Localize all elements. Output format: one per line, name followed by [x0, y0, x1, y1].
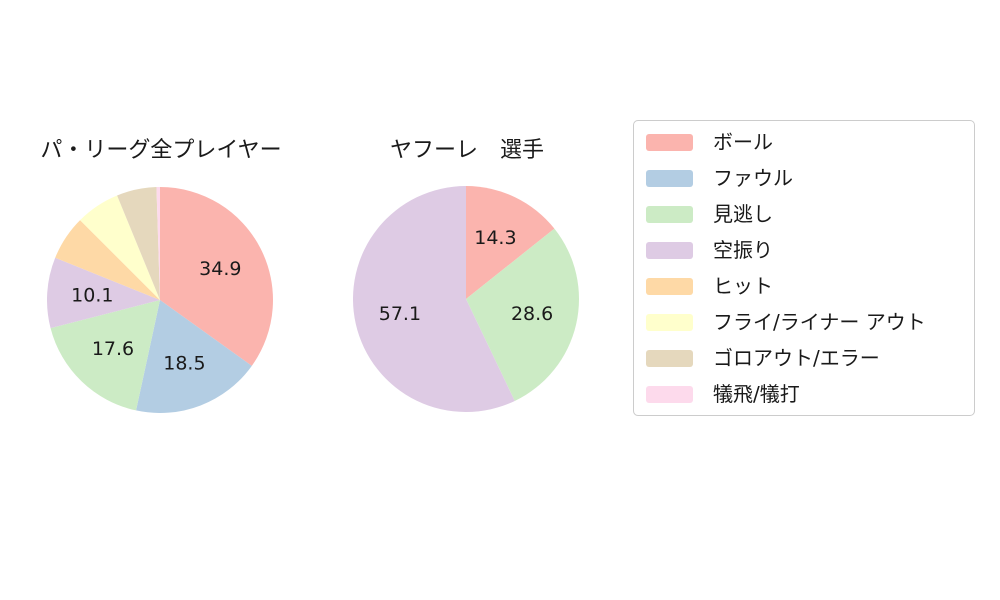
legend-swatch	[646, 133, 693, 151]
pie-slice-4	[47, 257, 160, 329]
pie-slice-1	[466, 186, 555, 299]
pie2-title: ヤフーレ 選手	[389, 138, 545, 163]
pie-slice-7	[117, 187, 160, 300]
pie-slice-3	[50, 300, 160, 411]
pie-slice-6	[80, 195, 160, 300]
pie1-title: パ・リーグ全プレイヤー	[40, 138, 282, 163]
legend-item: ボール	[634, 124, 974, 160]
legend-item: 見逃し	[634, 196, 974, 232]
pie-slice-5	[55, 220, 161, 300]
legend-item: 犠飛/犠打	[634, 376, 974, 412]
legend-swatch	[646, 385, 693, 403]
legend-item-label: 犠飛/犠打	[713, 382, 800, 406]
pie1-chart: 34.9 18.5 17.6 10.1	[47, 187, 273, 413]
pie-slice-1	[160, 187, 273, 366]
pie-value-label: 57.1	[379, 303, 421, 325]
pie-slice-3	[353, 186, 515, 412]
legend-item-label: 空振り	[713, 238, 773, 262]
legend-item: ファウル	[634, 160, 974, 196]
legend-item: 空振り	[634, 232, 974, 268]
legend-swatch	[646, 241, 693, 259]
pie-value-label: 17.6	[92, 338, 134, 360]
pie-slice-2	[466, 228, 579, 401]
pie-value-label: 28.6	[511, 303, 553, 325]
pie-slice-8	[156, 187, 160, 300]
pie2-chart: 14.3 28.6 57.1	[353, 186, 579, 412]
pie-slice-2	[136, 300, 252, 413]
legend-item-label: フライ/ライナー アウト	[713, 310, 926, 334]
legend-item: フライ/ライナー アウト	[634, 304, 974, 340]
pie-value-label: 18.5	[163, 352, 205, 374]
legend: ボールファウル見逃し空振りヒットフライ/ライナー アウト ゴロアウト/エラー 犠飛/…	[633, 120, 975, 416]
pie-value-label: 10.1	[71, 285, 113, 307]
legend-item-label: ゴロアウト/エラー	[713, 346, 880, 370]
legend-swatch	[646, 169, 693, 187]
pie-value-label: 14.3	[474, 227, 516, 249]
legend-swatch	[646, 205, 693, 223]
legend-item: ゴロアウト/エラー	[634, 340, 974, 376]
legend-swatch	[646, 313, 693, 331]
legend-swatch	[646, 349, 693, 367]
legend-item-label: ファウル	[713, 166, 793, 190]
legend-swatch	[646, 277, 693, 295]
pie-value-label: 34.9	[199, 258, 241, 280]
legend-item-label: 見逃し	[713, 202, 773, 226]
legend-item-label: ボール	[713, 130, 773, 154]
legend-item: ヒット	[634, 268, 974, 304]
legend-item-label: ヒット	[713, 274, 773, 298]
